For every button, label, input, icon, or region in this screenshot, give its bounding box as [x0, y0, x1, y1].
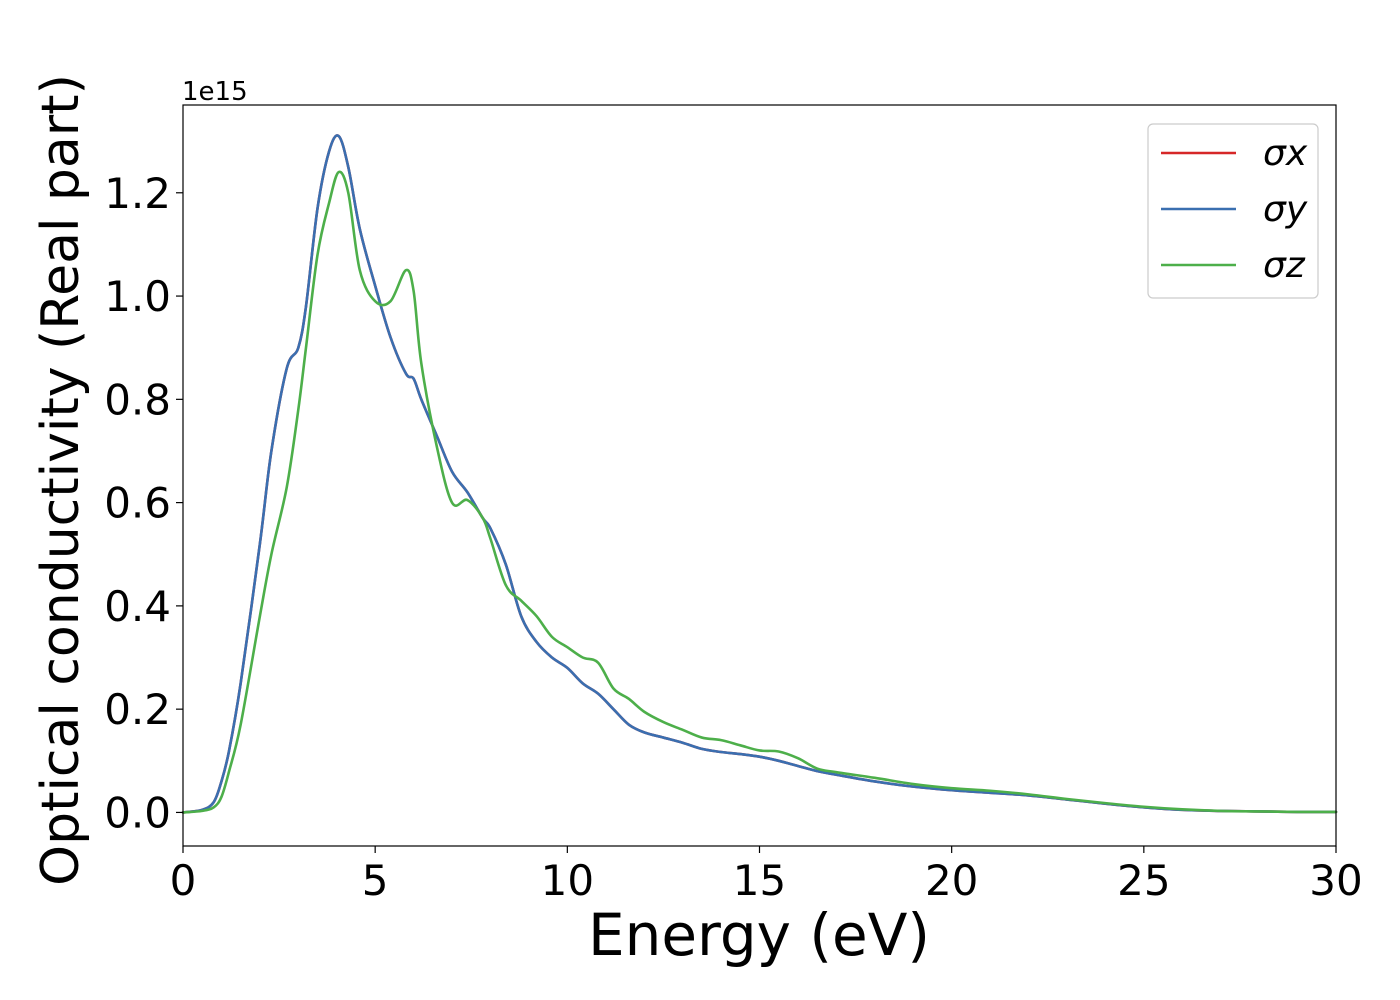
y-tick-label: 0.4 [104, 582, 171, 631]
legend-label-2: σy [1263, 189, 1308, 230]
y-tick-label: 0.8 [104, 375, 171, 424]
x-axis-label: Energy (eV) [588, 901, 930, 969]
legend-label-1: σx [1263, 133, 1308, 174]
x-tick-label: 20 [925, 856, 978, 905]
axes: 0 5 10 15 20 25 30 0.0 0.2 0.4 0.6 0.8 1.0 1.2 [104, 104, 1363, 905]
legend: σx σy σz [1147, 123, 1319, 299]
x-tick-label: 25 [1117, 856, 1170, 905]
y-tick-label: 1.0 [104, 272, 171, 321]
series-line-2 [181, 134, 1338, 814]
x-tick-label: 15 [733, 856, 786, 905]
y-offset-label: 1e15 [182, 77, 248, 107]
legend-label-3: σz [1263, 245, 1306, 286]
x-tick-label: 0 [170, 856, 197, 905]
x-tick-label: 5 [362, 856, 389, 905]
series-line-3 [181, 170, 1338, 814]
y-axis-label: Optical conductivity (Real part) [31, 74, 91, 886]
y-tick-label: 1.2 [104, 169, 171, 218]
x-tick-label: 10 [541, 856, 594, 905]
y-tick-label: 0.0 [104, 788, 171, 837]
y-tick-label: 0.6 [104, 479, 171, 528]
y-tick-label: 0.2 [104, 685, 171, 734]
legend-box [1147, 123, 1319, 299]
x-tick-label: 30 [1309, 856, 1362, 905]
plot-area [181, 134, 1338, 814]
